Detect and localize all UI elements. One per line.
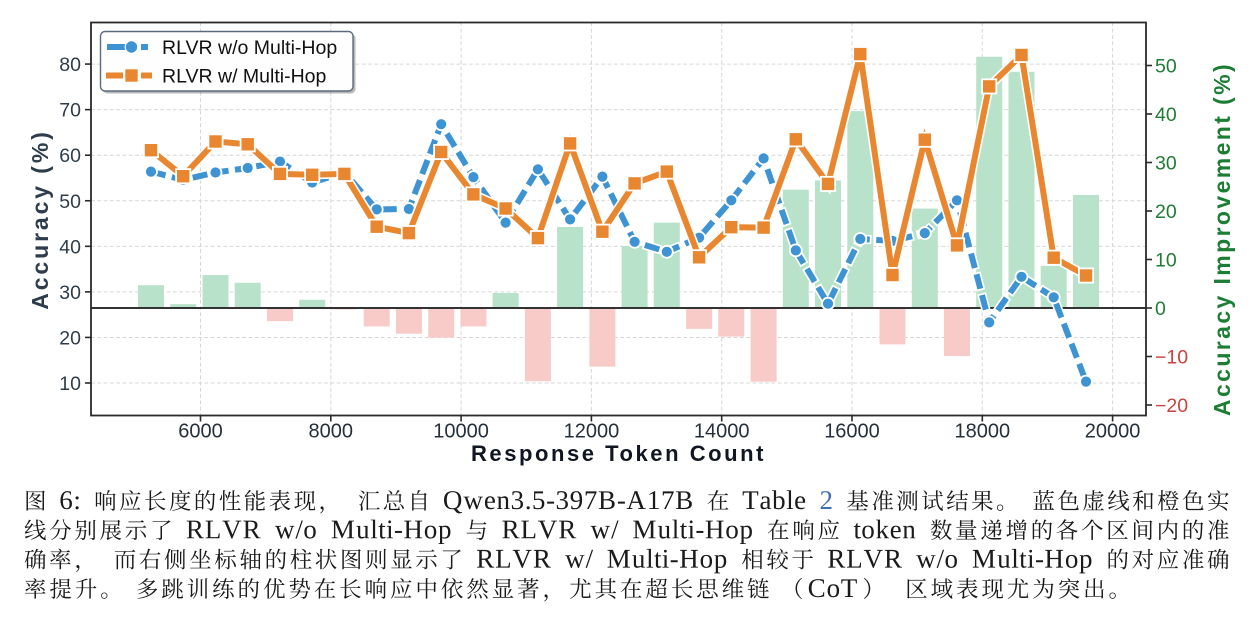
svg-text:20: 20: [59, 327, 81, 349]
svg-text:RLVR w/ Multi-Hop: RLVR w/ Multi-Hop: [162, 65, 326, 87]
svg-text:80: 80: [59, 54, 81, 76]
svg-text:6000: 6000: [178, 421, 223, 443]
svg-text:40: 40: [1155, 104, 1177, 126]
svg-text:Accuracy (%): Accuracy (%): [27, 129, 53, 310]
svg-text:−20: −20: [1155, 395, 1188, 417]
svg-text:18000: 18000: [954, 421, 1010, 443]
svg-text:50: 50: [1155, 56, 1177, 78]
svg-text:10000: 10000: [433, 421, 489, 443]
svg-text:14000: 14000: [694, 421, 750, 443]
svg-text:70: 70: [59, 100, 81, 122]
svg-text:16000: 16000: [824, 421, 880, 443]
svg-text:10: 10: [59, 373, 81, 395]
svg-text:50: 50: [59, 191, 81, 213]
svg-text:−10: −10: [1155, 347, 1188, 369]
svg-text:Response Token Count: Response Token Count: [471, 441, 766, 466]
svg-text:RLVR w/o Multi-Hop: RLVR w/o Multi-Hop: [162, 37, 337, 59]
svg-text:8000: 8000: [309, 421, 354, 443]
svg-text:60: 60: [59, 145, 81, 167]
svg-text:Accuracy Improvement (%): Accuracy Improvement (%): [1209, 62, 1235, 416]
svg-text:20: 20: [1155, 201, 1177, 223]
svg-text:20000: 20000: [1085, 421, 1141, 443]
svg-text:30: 30: [1155, 153, 1177, 175]
svg-text:10: 10: [1155, 250, 1177, 272]
svg-text:0: 0: [1155, 298, 1166, 320]
svg-text:40: 40: [59, 236, 81, 258]
svg-text:12000: 12000: [564, 421, 620, 443]
svg-text:30: 30: [59, 282, 81, 304]
